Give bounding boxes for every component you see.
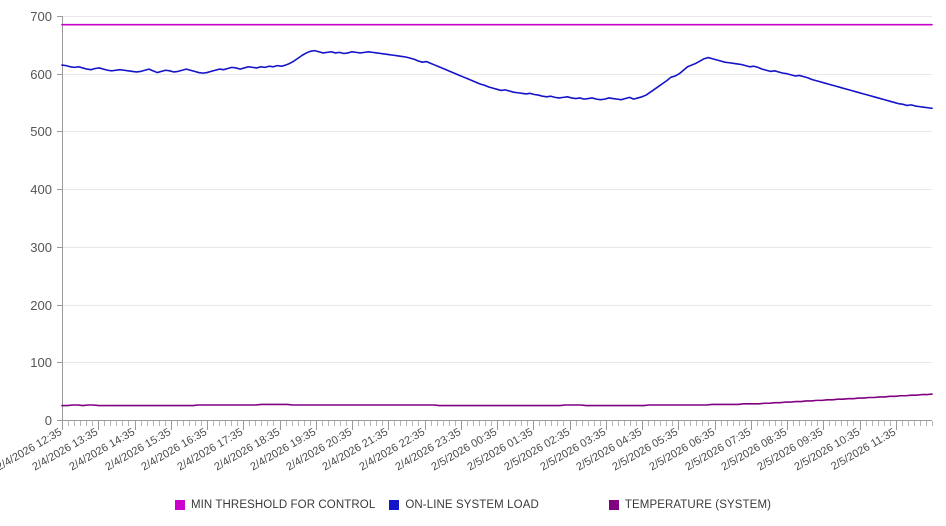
- gridlines: [62, 16, 932, 363]
- legend-item-temperature-system[interactable]: TEMPERATURE (SYSTEM): [608, 496, 772, 514]
- data-series: [61, 23, 933, 407]
- chart-plot-area: 0 100 200 300 400 500 600 700 2/4/2026 12:352/4…: [0, 9, 933, 473]
- y-tick-label: 100: [30, 355, 52, 370]
- legend-swatch-icon: [174, 500, 185, 510]
- y-tick-label: 600: [30, 67, 52, 82]
- legend-item-label: TEMPERATURE (SYSTEM): [624, 499, 772, 511]
- y-axis-ticks: [57, 16, 62, 421]
- x-axis-labels: 2/4/2026 12:352/4/2026 13:352/4/2026 14:…: [0, 426, 898, 473]
- chart-legend: MIN THRESHOLD FOR CONTROL ON-LINE SYSTEM…: [0, 492, 946, 518]
- axes: [62, 16, 932, 421]
- legend-swatch-icon: [389, 500, 400, 510]
- legend-item-on-line-system-load[interactable]: ON-LINE SYSTEM LOAD: [389, 496, 539, 514]
- y-axis-labels: 0 100 200 300 400 500 600 700: [30, 9, 52, 428]
- legend-swatch-icon: [608, 500, 619, 510]
- y-tick-label: 200: [30, 298, 52, 313]
- y-tick-label: 700: [30, 9, 52, 24]
- legend-item-min-threshold-for-control[interactable]: MIN THRESHOLD FOR CONTROL: [174, 496, 376, 514]
- series-line-temperature-system: [61, 393, 933, 407]
- legend-item-label: MIN THRESHOLD FOR CONTROL: [190, 499, 376, 511]
- y-tick-label: 500: [30, 124, 52, 139]
- series-line-on-line-system-load: [61, 49, 933, 110]
- y-tick-label: 300: [30, 240, 52, 255]
- y-tick-label: 0: [45, 413, 52, 428]
- y-tick-label: 400: [30, 182, 52, 197]
- x-axis-ticks: [62, 421, 897, 430]
- legend-item-label: ON-LINE SYSTEM LOAD: [405, 499, 539, 511]
